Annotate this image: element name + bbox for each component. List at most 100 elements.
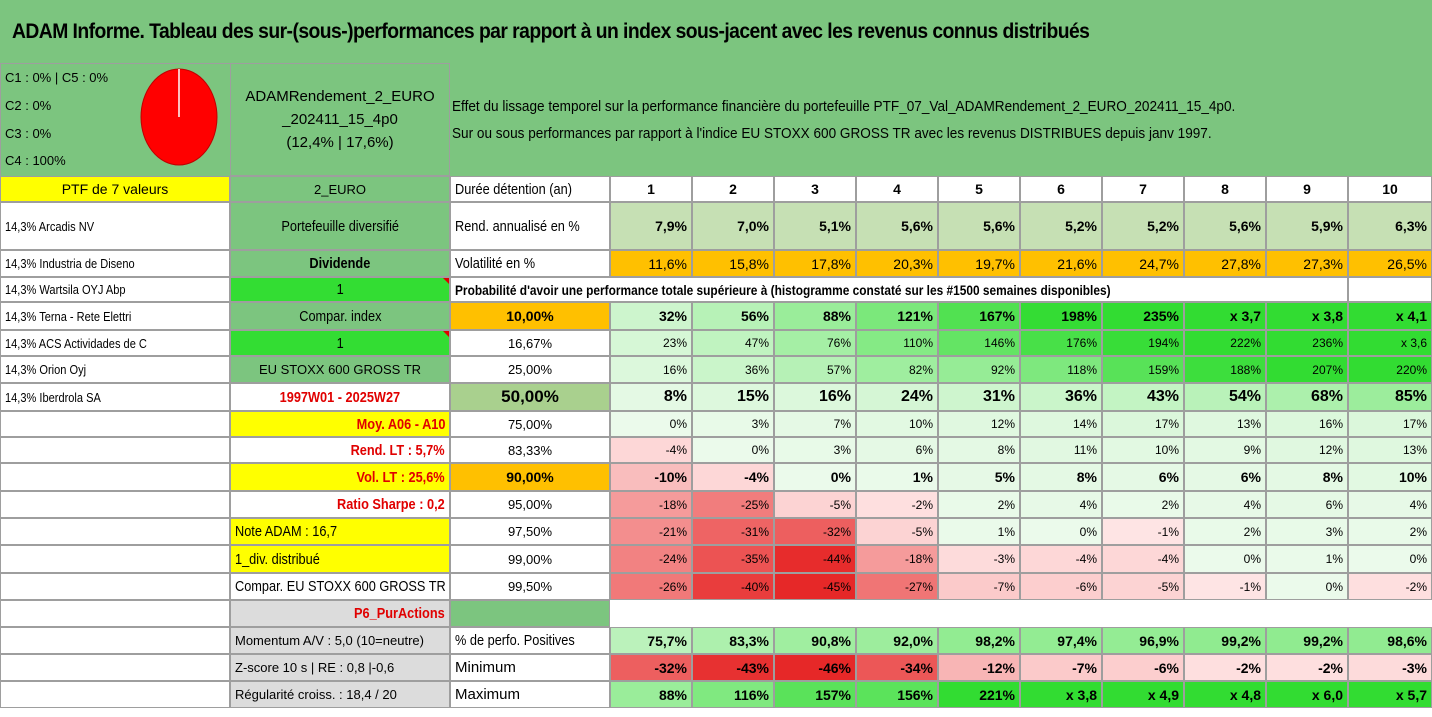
probability-value-text: 0% <box>1079 524 1097 539</box>
probability-value: -21% <box>610 518 692 545</box>
probability-value: -2% <box>1348 573 1432 600</box>
probability-value-text: 8% <box>997 443 1015 457</box>
note-adam-text: Note ADAM : 16,7 <box>235 523 338 540</box>
probability-value-text: 0% <box>830 469 851 485</box>
probability-value: 235% <box>1102 302 1184 330</box>
probability-value-text: 167% <box>979 308 1015 324</box>
probability-value-text: 176% <box>1066 336 1097 350</box>
minimum-value: -34% <box>856 654 938 681</box>
probability-value: 220% <box>1348 356 1432 383</box>
probability-value-text: -4% <box>1075 552 1097 566</box>
probability-value-text: 32% <box>658 308 687 324</box>
probability-value-text: 76% <box>826 336 851 350</box>
div-distribue-text: 1_div. distribué <box>235 550 320 568</box>
probability-value: -27% <box>856 573 938 600</box>
probability-value-text: 6% <box>1325 497 1343 512</box>
probability-value-text: 3% <box>1325 524 1343 539</box>
probability-value: -4% <box>1102 545 1184 573</box>
minimum-value: -6% <box>1102 654 1184 681</box>
probability-value: 188% <box>1184 356 1266 383</box>
maximum-value: x 4,8 <box>1184 681 1266 708</box>
year-header-text: 10 <box>1382 181 1398 197</box>
report-title: ADAM Informe. Tableau des sur-(sous-)per… <box>12 19 1090 43</box>
vol-lt-label-text: Vol. LT : 25,6% <box>356 468 445 486</box>
probability-value-text: -4% <box>1157 552 1179 566</box>
probability-value-text: 54% <box>1228 388 1261 405</box>
probability-value-text: x 3,6 <box>1400 336 1427 350</box>
positives-value-text: 92,0% <box>893 632 933 649</box>
probability-threshold: 97,50% <box>450 518 610 545</box>
comment-flag <box>443 331 449 337</box>
rend-value-text: 5,6% <box>983 218 1015 234</box>
probability-value-text: 23% <box>662 336 687 350</box>
probability-value: 82% <box>856 356 938 383</box>
probability-value-text: -27% <box>904 579 933 594</box>
probability-value: -1% <box>1102 518 1184 545</box>
probability-value: 13% <box>1184 411 1266 437</box>
vol-value: 27,3% <box>1266 250 1348 277</box>
year-header: 6 <box>1020 176 1102 202</box>
probability-value: -4% <box>610 437 692 463</box>
legend-c2: C2 : 0% <box>5 98 52 113</box>
maximum-value-text: x 5,7 <box>1395 686 1427 703</box>
vol-value-text: 21,6% <box>1057 255 1097 272</box>
probability-value-text: x 3,7 <box>1229 308 1261 324</box>
probability-threshold: 90,00% <box>450 463 610 491</box>
probability-value-text: 194% <box>1148 336 1179 350</box>
empty-cell <box>0 518 230 545</box>
probability-value-text: 43% <box>1146 388 1179 405</box>
minimum-value: -2% <box>1184 654 1266 681</box>
probability-value-text: x 3,8 <box>1311 308 1343 324</box>
probability-value: -44% <box>774 545 856 573</box>
index-name: EU STOXX 600 GROSS TR <box>230 356 450 383</box>
fund-name-line1: ADAMRendement_2_EURO <box>245 88 435 105</box>
maximum-value-text: x 4,8 <box>1229 686 1261 703</box>
probability-value: 236% <box>1266 330 1348 356</box>
empty-cell <box>0 545 230 573</box>
probability-value-text: 17% <box>1154 417 1179 431</box>
probability-value-text: 0% <box>751 443 769 457</box>
probability-value-text: 220% <box>1396 362 1427 377</box>
probability-value-text: 3% <box>833 443 851 457</box>
rend-value-text: 7,0% <box>737 218 769 234</box>
maximum-value-text: 221% <box>979 686 1015 703</box>
probability-value: 0% <box>692 437 774 463</box>
zscore-label-text: Z-score 10 s | RE : 0,8 |-0,6 <box>235 660 395 675</box>
probability-value-text: 13% <box>1236 417 1261 431</box>
vol-label: Volatilité en % <box>450 250 610 277</box>
rend-value-text: 6,3% <box>1395 218 1427 234</box>
probability-value-text: 236% <box>1312 336 1343 350</box>
probability-value-text: 2% <box>1409 524 1427 539</box>
duration-label: Durée détention (an) <box>450 176 610 202</box>
probability-value: 14% <box>1020 411 1102 437</box>
rend-value: 5,6% <box>1184 202 1266 250</box>
description-line2: Sur ou sous performances par rapport à l… <box>452 124 1212 142</box>
holding-item: 14,3% Arcadis NV <box>0 202 230 250</box>
holding-item: 14,3% Industria de Diseno <box>0 250 230 277</box>
probability-value: 1% <box>1266 545 1348 573</box>
minimum-value-text: -7% <box>1072 659 1097 676</box>
positives-value: 83,3% <box>692 627 774 654</box>
rend-value: 5,6% <box>856 202 938 250</box>
rend-value-text: 7,9% <box>655 218 687 234</box>
moy-label-text: Moy. A06 - A10 <box>356 415 445 433</box>
rend-value-text: 5,2% <box>1065 218 1097 234</box>
maximum-value-text: 156% <box>897 686 933 703</box>
probability-value-text: 0% <box>1243 552 1261 566</box>
probability-value: 17% <box>1348 411 1432 437</box>
probability-value: 194% <box>1102 330 1184 356</box>
minimum-value: -2% <box>1266 654 1348 681</box>
probability-value: 7% <box>774 411 856 437</box>
probability-value: 8% <box>1266 463 1348 491</box>
probability-value-text: 8% <box>1076 469 1097 485</box>
probability-value: 8% <box>610 383 692 411</box>
probability-value: -7% <box>938 573 1020 600</box>
compar-full-text: Compar. EU STOXX 600 GROSS TR <box>235 578 446 595</box>
probability-value-text: 1% <box>912 469 933 485</box>
holding-item-text: 14,3% Wartsila OYJ Abp <box>5 282 126 297</box>
holding-item-text: 14,3% Arcadis NV <box>5 218 95 234</box>
rend-value: 7,0% <box>692 202 774 250</box>
probability-value: 15% <box>692 383 774 411</box>
rend-value-text: 5,6% <box>1229 218 1261 234</box>
probability-value: -10% <box>610 463 692 491</box>
